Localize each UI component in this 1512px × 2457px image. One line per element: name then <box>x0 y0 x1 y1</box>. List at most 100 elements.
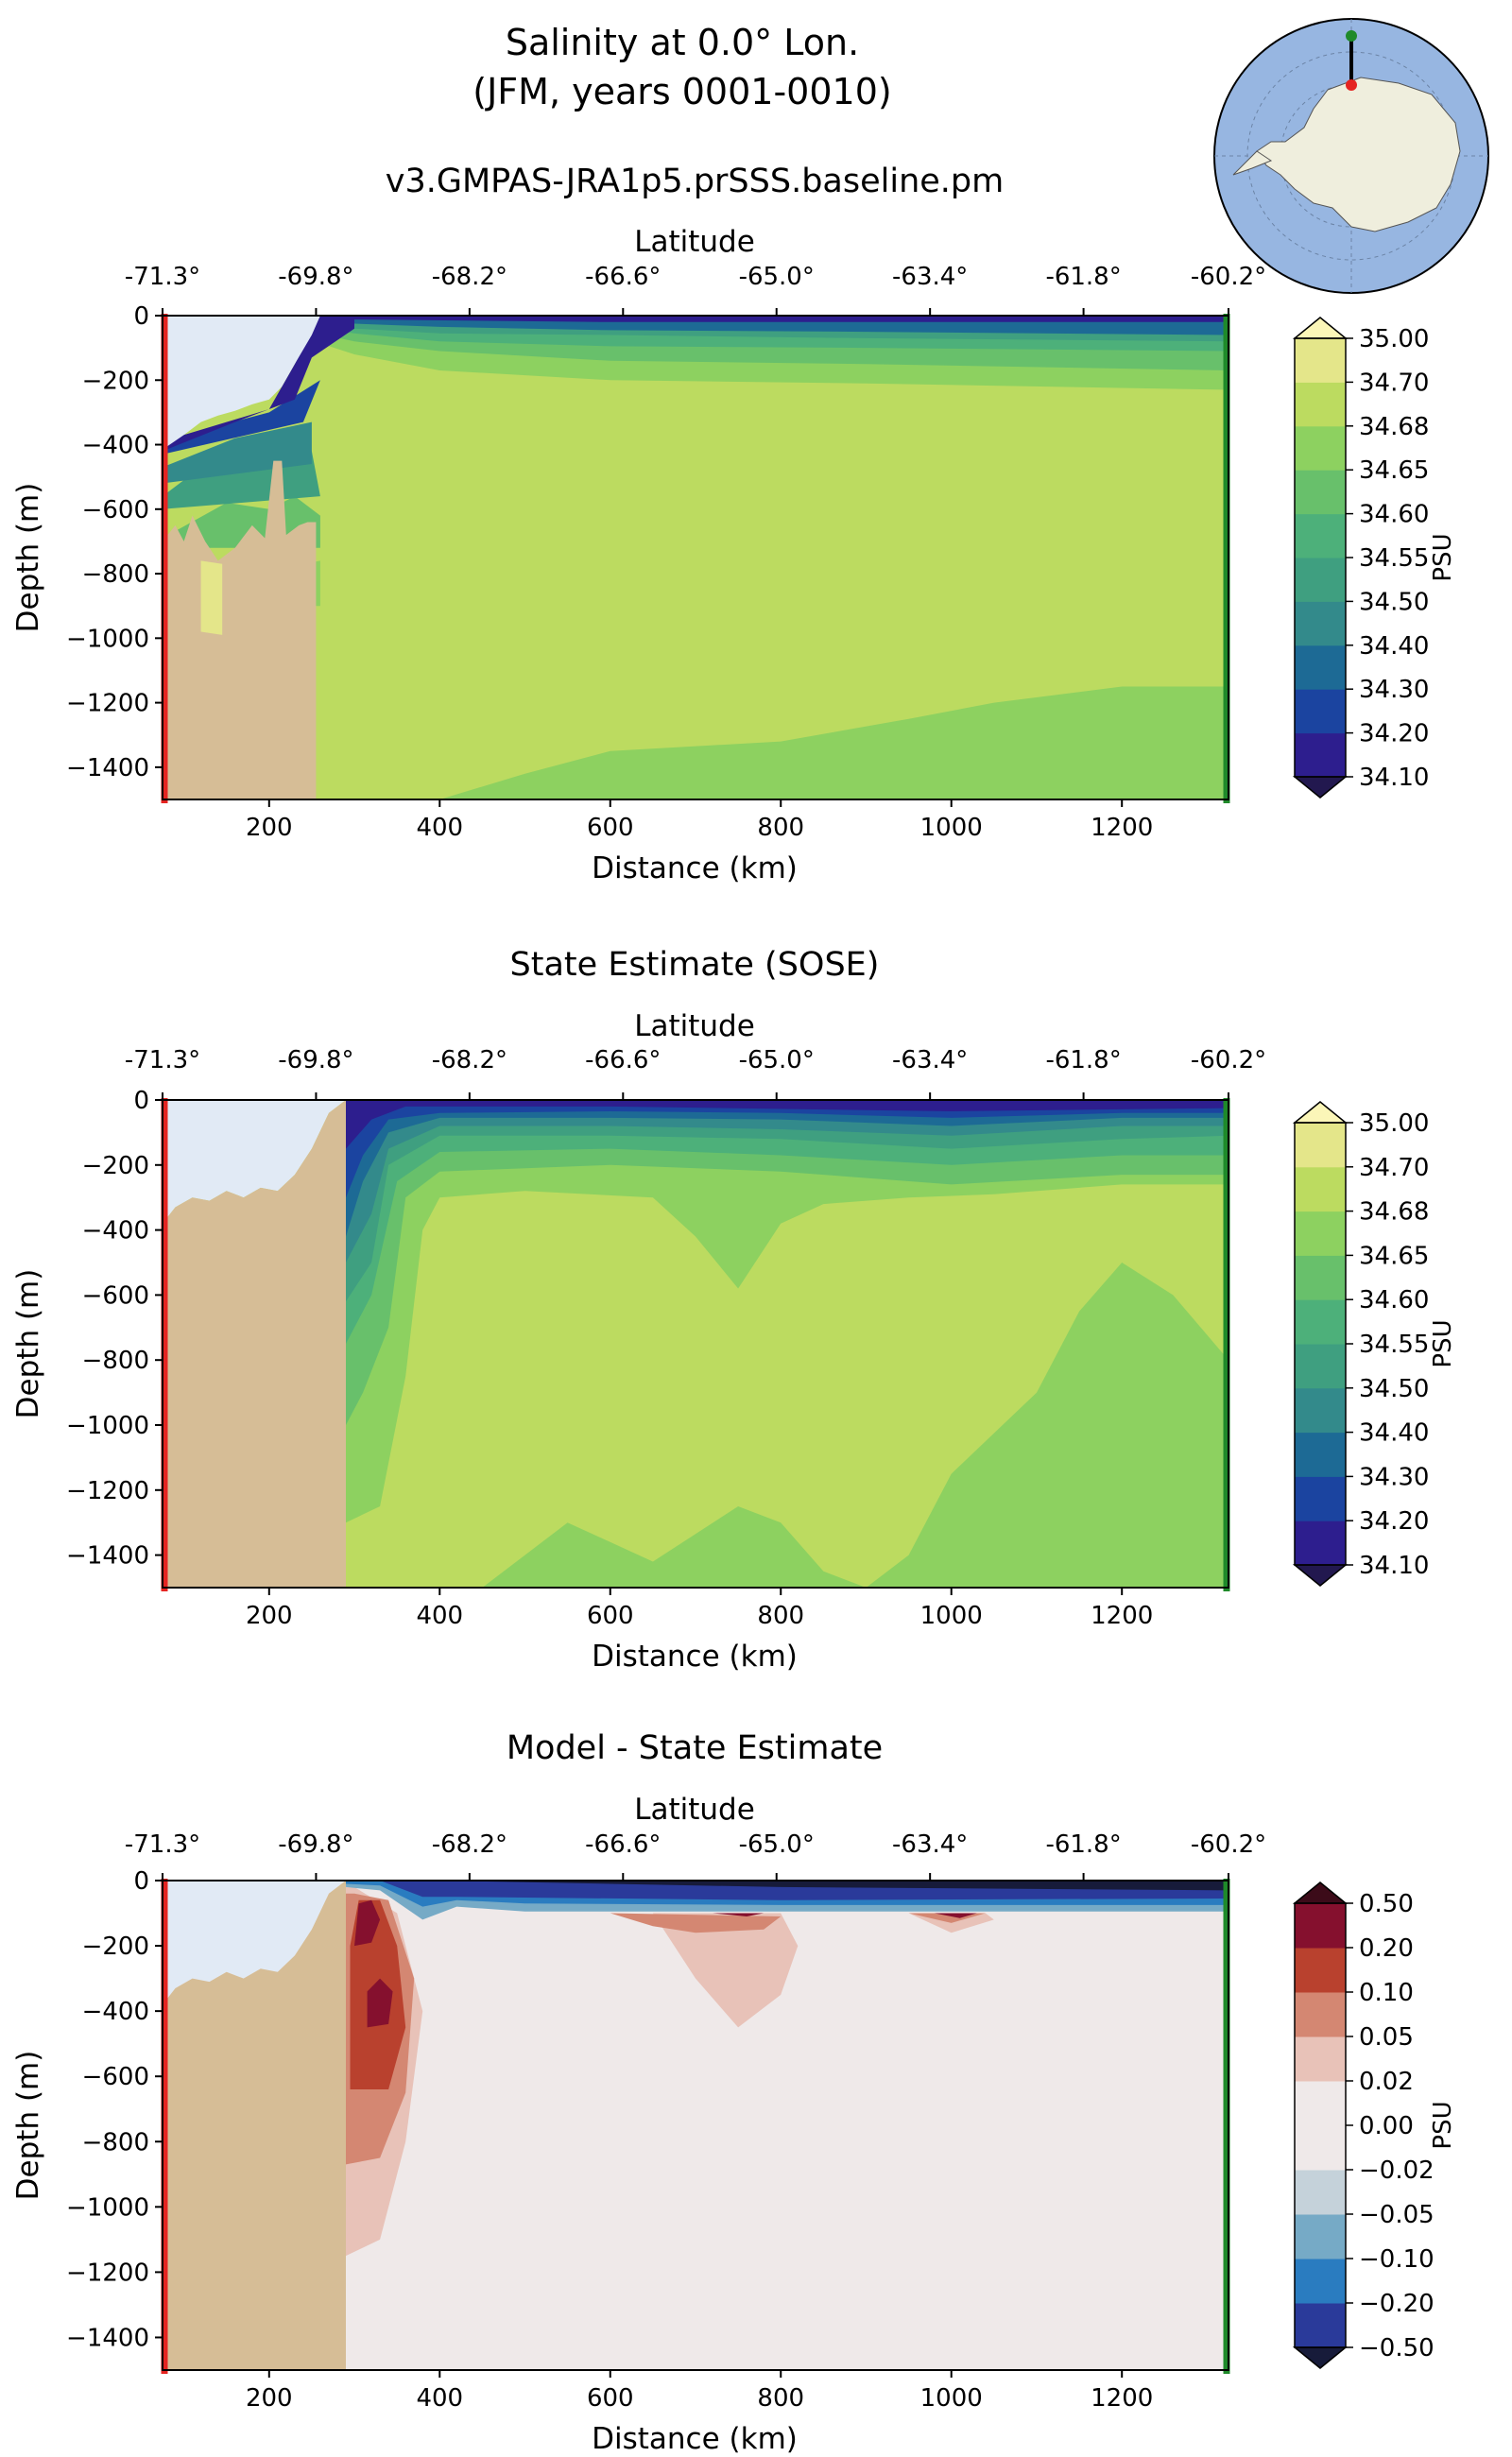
y-tick-label: 0 <box>133 1867 149 1896</box>
colorbar-swatch <box>1295 1255 1346 1300</box>
colorbar-swatch <box>1295 1211 1346 1256</box>
colorbar-over-arrow <box>1292 317 1349 339</box>
colorbar-swatch <box>1295 1166 1346 1212</box>
x-tick-label: 1200 <box>1091 1602 1153 1630</box>
y-tick-label: −1400 <box>66 2324 149 2352</box>
colorbar-tick-label: 34.10 <box>1359 764 1429 792</box>
colorbar-tick-label: −0.20 <box>1359 2290 1435 2318</box>
plot-frame <box>162 1880 1229 2371</box>
colorbar-tick-label: 34.20 <box>1359 720 1429 748</box>
x-tick-label: 600 <box>587 1602 634 1630</box>
colorbar-label: PSU <box>1429 2101 1457 2149</box>
y-tick-label: −1200 <box>66 1477 149 1505</box>
colorbar-swatch <box>1295 470 1346 515</box>
x-tick-label: 200 <box>246 1602 293 1630</box>
contour-band-5 <box>346 1100 1228 1198</box>
panel-title: State Estimate (SOSE) <box>510 946 880 984</box>
latitude-axis-label: Latitude <box>634 225 755 259</box>
y-tick-label: −1000 <box>66 1412 149 1440</box>
colorbar: 34.10 34.20 34.30 34.40 34.50 34.55 34.60 34.65… <box>1292 317 1429 799</box>
y-tick-label: −200 <box>82 367 149 395</box>
colorbar-swatch <box>1295 425 1346 471</box>
x-tick-label: 200 <box>246 814 293 842</box>
panel-title: v3.GMPAS-JRA1p5.prSSS.baseline.pm <box>386 163 1005 200</box>
panel-model: v3.GMPAS-JRA1p5.prSSS.baseline.pm Latitud… <box>11 163 1457 885</box>
colorbar-swatch <box>1295 513 1346 558</box>
lat-tick-label: -66.6° <box>585 263 661 291</box>
colorbar-tick-label: 34.20 <box>1359 1507 1429 1536</box>
colorbar-swatch <box>1295 338 1346 383</box>
colorbar-label: PSU <box>1429 533 1457 581</box>
lat-tick-label: -60.2° <box>1191 263 1266 291</box>
colorbar-swatch <box>1295 1476 1346 1521</box>
lat-tick-label: -63.4° <box>892 1046 968 1074</box>
colorbar-swatch <box>1295 2303 1346 2348</box>
colorbar-tick-label: 34.50 <box>1359 588 1429 616</box>
lat-tick-label: -66.6° <box>585 1830 661 1859</box>
lat-tick-label: -69.8° <box>278 263 353 291</box>
colorbar-swatch <box>1295 1432 1346 1477</box>
y-tick-label: −800 <box>82 1347 149 1375</box>
lat-tick-label: -71.3° <box>125 263 200 291</box>
contour-band-6 <box>346 1100 1228 1149</box>
lat-tick-label: -68.2° <box>432 1046 507 1074</box>
colorbar-tick-label: 34.50 <box>1359 1375 1429 1403</box>
y-tick-label: −400 <box>82 1217 149 1246</box>
colorbar-swatch <box>1295 2036 1346 2082</box>
figure-title-line1: Salinity at 0.0° Lon. <box>506 22 859 63</box>
y-tick-label: −1200 <box>66 2259 149 2287</box>
contour-band-5 <box>294 316 1228 322</box>
lat-tick-label: -65.0° <box>739 263 815 291</box>
ice-shelf-region <box>163 1881 346 2005</box>
colorbar-tick-label: −0.02 <box>1359 2156 1435 2185</box>
colorbar-swatch <box>1295 1992 1346 2037</box>
y-tick-label: −1000 <box>66 2193 149 2222</box>
positive-0.20-mid <box>713 1913 765 1916</box>
y-axis-label: Depth (m) <box>11 2051 45 2201</box>
contour-34.65-deep <box>439 686 1228 799</box>
bedrock <box>163 1881 346 2370</box>
latitude-axis-label: Latitude <box>634 1793 755 1827</box>
x-tick-label: 1200 <box>1091 814 1153 842</box>
cavity-salty-patch <box>200 560 223 635</box>
positive-0.05-mid <box>610 1913 782 1933</box>
y-tick-label: −800 <box>82 560 149 589</box>
y-tick-label: −600 <box>82 1281 149 1310</box>
colorbar-swatch <box>1295 1903 1346 1949</box>
x-tick-label: 1000 <box>920 1602 983 1630</box>
y-tick-label: −400 <box>82 1998 149 2026</box>
x-tick-label: 1000 <box>920 2384 983 2413</box>
colorbar-swatch <box>1295 644 1346 690</box>
colorbar-over-arrow <box>1292 1101 1349 1124</box>
panel-difference: Model - State Estimate Latitude 200 400 600 8… <box>11 1729 1457 2456</box>
bedrock <box>163 460 317 799</box>
positive-0.20-lower <box>367 1978 393 2028</box>
colorbar-swatch <box>1295 1344 1346 1389</box>
y-tick-label: −1000 <box>66 625 149 653</box>
colorbar-under-arrow <box>1292 776 1349 799</box>
plot-area <box>163 1100 1228 1588</box>
colorbar-tick-label: 34.68 <box>1359 1198 1429 1227</box>
x-axis-label: Distance (km) <box>592 1640 798 1674</box>
colorbar-tick-label: 34.55 <box>1359 1331 1429 1359</box>
x-tick-label: 800 <box>757 2384 804 2413</box>
y-tick-label: −1400 <box>66 1542 149 1571</box>
lat-tick-label: -60.2° <box>1191 1830 1266 1859</box>
colorbar-label: PSU <box>1429 1319 1457 1367</box>
lat-tick-label: -63.4° <box>892 1830 968 1859</box>
x-tick-label: 600 <box>587 814 634 842</box>
colorbar-swatch <box>1295 2125 1346 2171</box>
y-axis-label: Depth (m) <box>11 1269 45 1419</box>
latitude-axis-label: Latitude <box>634 1009 755 1043</box>
positive-0.20-upper <box>354 1899 381 1947</box>
inset-map <box>1213 18 1489 294</box>
x-tick-label: 200 <box>246 2384 293 2413</box>
panel-title: Model - State Estimate <box>507 1729 883 1767</box>
colorbar-tick-label: 34.70 <box>1359 1154 1429 1182</box>
colorbar-tick-label: 34.65 <box>1359 1242 1429 1270</box>
y-tick-label: 0 <box>133 302 149 331</box>
colorbar-tick-label: 34.60 <box>1359 501 1429 529</box>
colorbar-swatch <box>1295 1387 1346 1434</box>
ice-shelf-region <box>163 316 320 448</box>
